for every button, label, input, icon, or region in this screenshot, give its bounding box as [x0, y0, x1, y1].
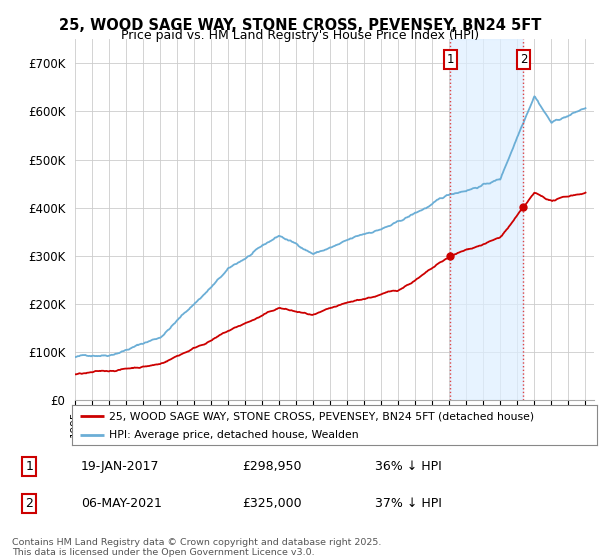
Bar — [450, 39, 523, 400]
Text: Price paid vs. HM Land Registry's House Price Index (HPI): Price paid vs. HM Land Registry's House … — [121, 29, 479, 42]
Text: 1: 1 — [446, 53, 454, 66]
Text: 1: 1 — [25, 460, 33, 473]
Text: £298,950: £298,950 — [242, 460, 302, 473]
Text: 2: 2 — [25, 497, 33, 510]
Text: HPI: Average price, detached house, Wealden: HPI: Average price, detached house, Weal… — [109, 430, 358, 440]
Text: 37% ↓ HPI: 37% ↓ HPI — [375, 497, 442, 510]
Text: 19-JAN-2017: 19-JAN-2017 — [81, 460, 160, 473]
Text: 36% ↓ HPI: 36% ↓ HPI — [375, 460, 442, 473]
Text: 2: 2 — [520, 53, 527, 66]
Text: 25, WOOD SAGE WAY, STONE CROSS, PEVENSEY, BN24 5FT: 25, WOOD SAGE WAY, STONE CROSS, PEVENSEY… — [59, 18, 541, 33]
Text: Contains HM Land Registry data © Crown copyright and database right 2025.
This d: Contains HM Land Registry data © Crown c… — [12, 538, 382, 557]
Text: 25, WOOD SAGE WAY, STONE CROSS, PEVENSEY, BN24 5FT (detached house): 25, WOOD SAGE WAY, STONE CROSS, PEVENSEY… — [109, 411, 534, 421]
Text: 06-MAY-2021: 06-MAY-2021 — [81, 497, 162, 510]
Text: £325,000: £325,000 — [242, 497, 302, 510]
